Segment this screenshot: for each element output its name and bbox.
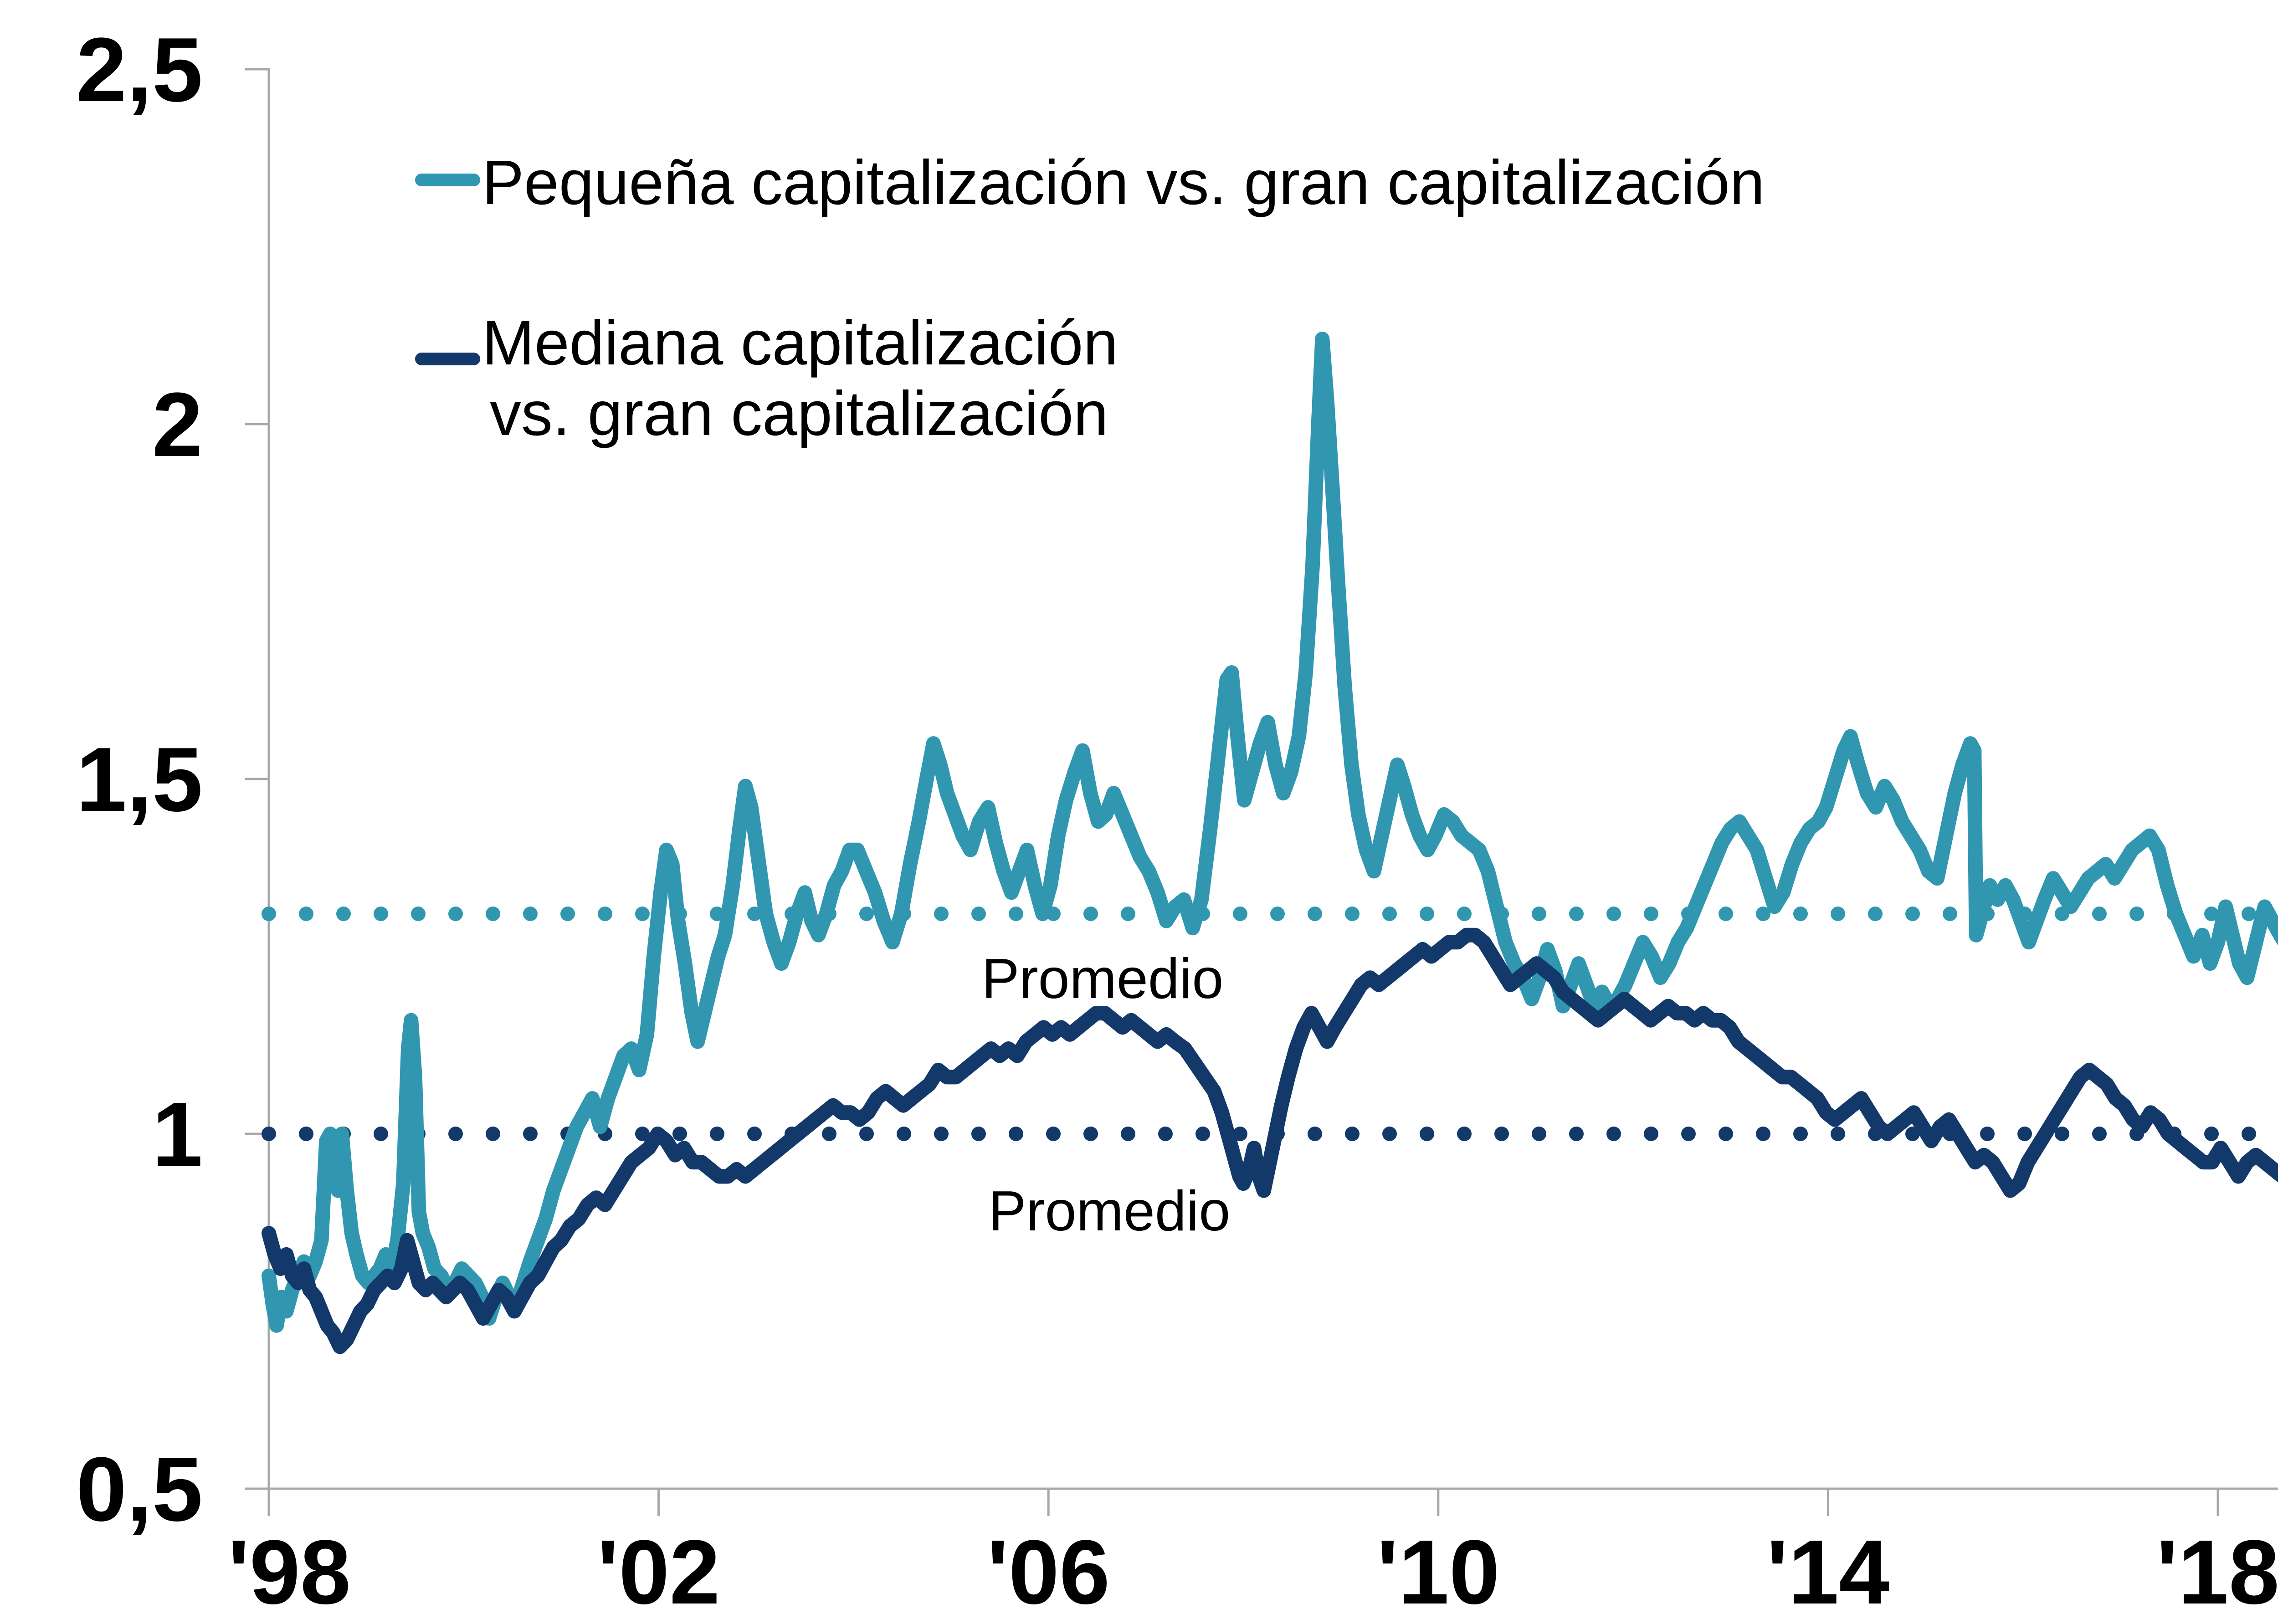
small-cap-average-label: Promedio bbox=[982, 948, 1224, 1010]
y-tick-label: 0,5 bbox=[76, 1439, 203, 1540]
x-tick-label: '98 bbox=[228, 1522, 351, 1623]
small-cap-vs-large-cap-line bbox=[262, 332, 2278, 1333]
y-tick-label: 1 bbox=[152, 1084, 203, 1185]
x-axis-tick-labels: '98'02'06'10'14'18'22 bbox=[228, 1522, 2278, 1623]
x-axis-ticks bbox=[657, 1489, 2219, 1516]
x-tick-label: '02 bbox=[597, 1522, 720, 1623]
y-tick-label: 2 bbox=[152, 374, 203, 476]
x-tick-label: '18 bbox=[2156, 1522, 2278, 1623]
mid-cap-average-label: Promedio bbox=[989, 1180, 1231, 1243]
mid-cap-legend-label-line1: Mediana capitalización bbox=[482, 308, 1118, 378]
x-tick-label: '06 bbox=[987, 1522, 1110, 1623]
y-axis-ticks bbox=[245, 68, 269, 1490]
x-tick-label: '10 bbox=[1377, 1522, 1500, 1623]
x-tick-label: '14 bbox=[1766, 1522, 1889, 1623]
mid-cap-vs-large-cap-line bbox=[262, 927, 2278, 1354]
legend: Pequeña capitalización vs. gran capitali… bbox=[415, 148, 1765, 449]
y-axis-tick-labels: 2,5 2 1,5 1 0,5 bbox=[76, 19, 203, 1540]
small-cap-legend-label: Pequeña capitalización vs. gran capitali… bbox=[482, 148, 1765, 218]
mid-cap-legend-label-line2: vs. gran capitalización bbox=[490, 379, 1108, 449]
y-tick-label: 1,5 bbox=[76, 729, 203, 830]
y-tick-label: 2,5 bbox=[76, 19, 203, 121]
